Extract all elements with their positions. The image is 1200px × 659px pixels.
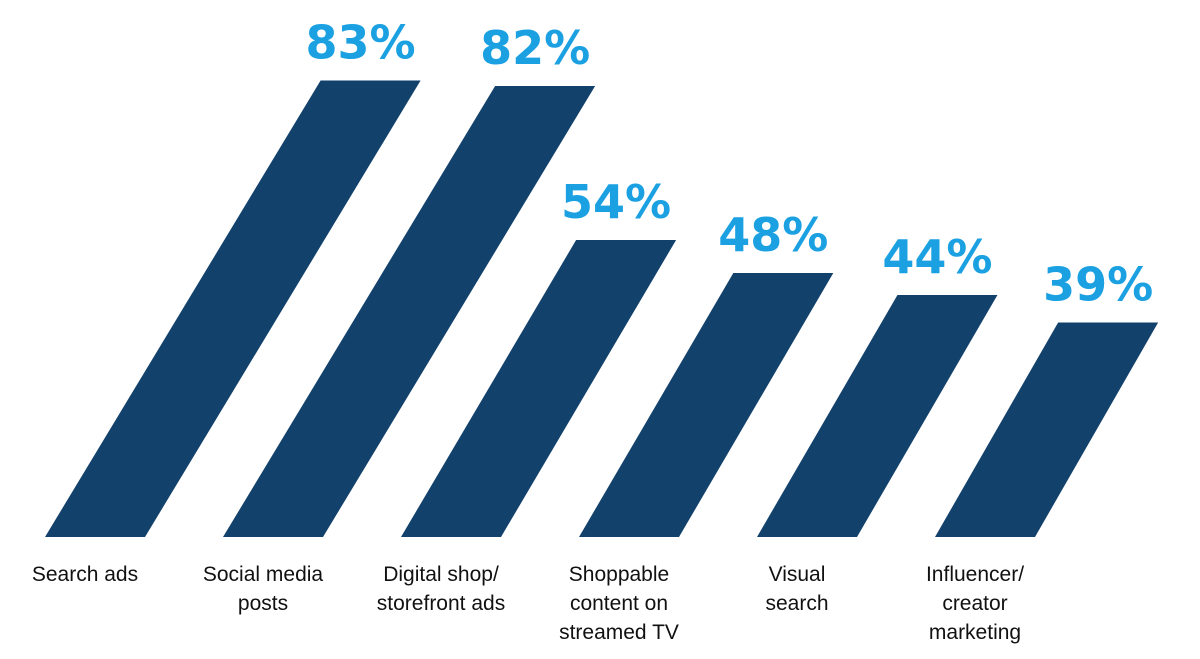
- category-label: marketing: [929, 621, 1021, 644]
- value-label: 48%: [718, 208, 828, 262]
- category-label: Social media: [203, 563, 324, 586]
- bar: [45, 80, 421, 537]
- category-label: Digital shop/: [383, 563, 499, 586]
- bar: [935, 322, 1159, 537]
- bar: [757, 295, 998, 537]
- value-label: 39%: [1043, 258, 1153, 312]
- category-label: streamed TV: [559, 621, 679, 644]
- value-label: 44%: [882, 230, 992, 284]
- category-label: search: [765, 592, 828, 615]
- category-label: storefront ads: [377, 592, 505, 615]
- category-label: creator: [942, 592, 1007, 615]
- value-label: 83%: [306, 16, 416, 70]
- category-label: Shoppable: [569, 563, 669, 586]
- category-label: Visual: [769, 563, 826, 586]
- category-label: content on: [570, 592, 668, 615]
- category-label: Influencer/: [926, 563, 1024, 586]
- value-label: 82%: [480, 21, 590, 75]
- category-label: Search ads: [32, 563, 138, 586]
- value-label: 54%: [561, 175, 671, 229]
- category-label: posts: [238, 592, 288, 615]
- bar: [401, 240, 677, 537]
- bar: [579, 273, 834, 537]
- bar: [223, 86, 596, 537]
